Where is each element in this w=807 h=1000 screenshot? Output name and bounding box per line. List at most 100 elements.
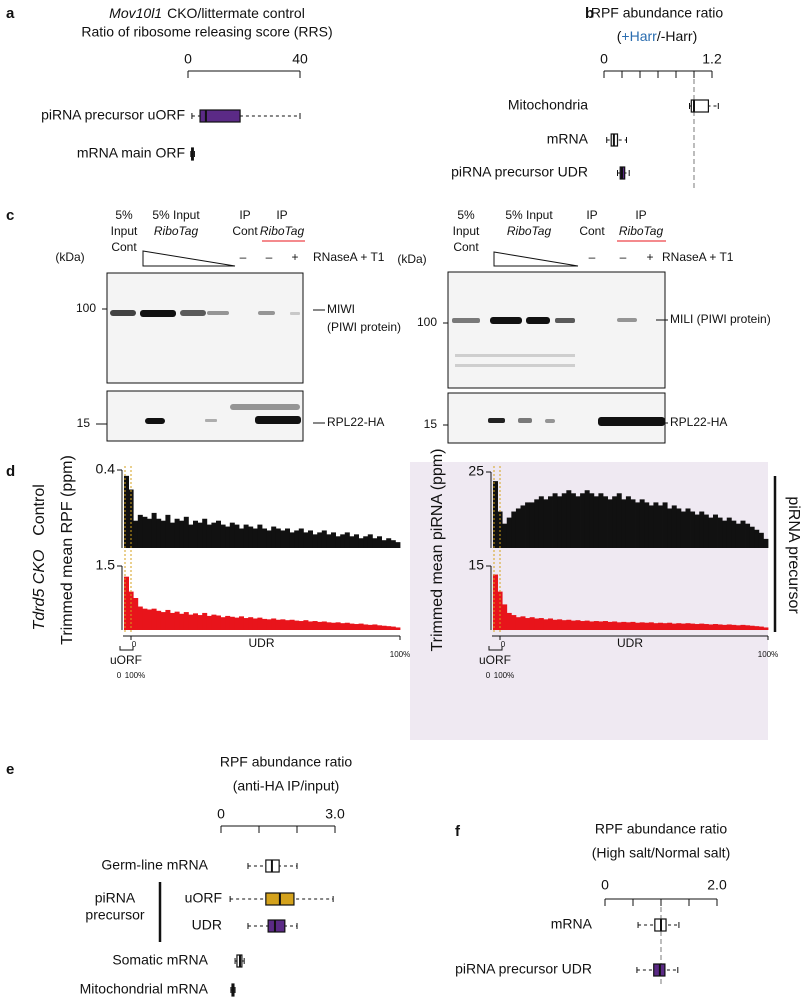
- bar: [703, 514, 709, 548]
- bar: [612, 496, 618, 548]
- bar: [708, 517, 714, 548]
- bar: [694, 624, 700, 630]
- bar: [193, 520, 198, 548]
- bar: [211, 614, 217, 630]
- bar: [390, 540, 396, 548]
- bar: [312, 534, 318, 548]
- y-tick-label: 25: [468, 463, 484, 479]
- bar: [685, 623, 691, 630]
- bar: [593, 621, 599, 630]
- bar: [740, 624, 746, 630]
- bar: [690, 511, 696, 548]
- y-tick-label: 1.5: [96, 557, 116, 573]
- bar: [740, 520, 746, 548]
- bar: [603, 621, 608, 630]
- bar: [625, 622, 631, 630]
- bar: [735, 523, 741, 548]
- chart-subtitle: (High salt/Normal salt): [592, 845, 730, 861]
- bar: [644, 622, 650, 630]
- bar: [557, 496, 563, 548]
- y-axis-label: Trimmed mean RPF (ppm): [59, 455, 76, 645]
- lane-label: 5% Input: [505, 208, 553, 222]
- category-label: Germ-line mRNA: [101, 857, 208, 873]
- bar: [580, 621, 586, 630]
- subtitle-part: +Harr: [621, 28, 657, 44]
- category-label: mRNA: [551, 916, 593, 932]
- bar: [257, 617, 263, 630]
- bar: [344, 532, 350, 548]
- bar: [566, 619, 572, 630]
- bar: [658, 622, 663, 630]
- bar: [493, 481, 498, 548]
- chart-title: Mov10l1 CKO/littermate control: [109, 5, 305, 21]
- title-part: Mov10l1: [109, 5, 162, 21]
- category-label: piRNA precursor UDR: [451, 164, 588, 180]
- bar: [354, 624, 359, 630]
- bar: [395, 542, 401, 548]
- lane-label: IP: [586, 208, 597, 222]
- band-label: MILI (PIWI protein): [670, 312, 771, 326]
- lane-label: 5% Input: [152, 208, 200, 222]
- bar: [331, 622, 336, 630]
- bar: [644, 502, 650, 548]
- chart-subtitle: (anti-HA IP/input): [233, 778, 340, 794]
- bar: [543, 499, 549, 548]
- band-label: MIWI: [327, 302, 355, 316]
- bar: [266, 619, 272, 630]
- bar: [680, 511, 686, 548]
- bar: [662, 623, 668, 630]
- band-label: (PIWI protein): [327, 320, 401, 334]
- bar: [363, 624, 369, 630]
- bar: [584, 490, 590, 548]
- bar: [534, 499, 540, 548]
- bar: [298, 528, 304, 548]
- udr-label: UDR: [249, 636, 275, 650]
- category-label: mRNA: [547, 131, 589, 147]
- bar: [612, 621, 618, 630]
- treatment-sign: +: [291, 250, 298, 264]
- bar: [275, 528, 281, 548]
- x-tick-label: 3.0: [325, 806, 345, 822]
- category-label: Mitochondria: [508, 97, 588, 113]
- bar: [635, 502, 641, 548]
- lane-label: RiboTag: [260, 224, 305, 238]
- size-marker: 100: [76, 301, 96, 315]
- bar: [321, 530, 327, 548]
- bar: [354, 534, 359, 548]
- bar: [639, 499, 645, 548]
- bar: [137, 606, 143, 630]
- bar: [570, 620, 576, 630]
- bar: [326, 534, 332, 548]
- bar: [506, 612, 512, 630]
- bar: [331, 532, 336, 548]
- bar: [754, 529, 760, 548]
- bar: [754, 626, 760, 630]
- bar: [749, 625, 755, 630]
- treatment-sign: –: [240, 250, 247, 264]
- bar: [685, 508, 691, 548]
- bar: [680, 623, 686, 630]
- bar: [372, 624, 378, 630]
- band-label: RPL22-HA: [670, 415, 727, 429]
- bar: [621, 621, 627, 630]
- x-tick-label: 0: [217, 806, 225, 822]
- bar: [607, 621, 613, 630]
- bar: [745, 523, 751, 548]
- blot-left: [106, 240, 305, 442]
- box: [267, 919, 286, 933]
- bar: [243, 524, 249, 548]
- panel-letter: a: [6, 5, 15, 22]
- udr-start: 0: [132, 640, 137, 649]
- bar: [561, 493, 567, 548]
- treatment-sign: –: [589, 250, 596, 264]
- chart-subtitle: Ratio of ribosome releasing score (RRS): [81, 24, 332, 40]
- lane-label: IP: [239, 208, 250, 222]
- bar: [349, 623, 355, 630]
- bar: [671, 623, 677, 630]
- bar: [621, 499, 627, 548]
- bar: [294, 530, 300, 548]
- bar: [575, 620, 581, 630]
- bar: [548, 496, 553, 548]
- bar: [616, 493, 622, 548]
- bar: [580, 493, 586, 548]
